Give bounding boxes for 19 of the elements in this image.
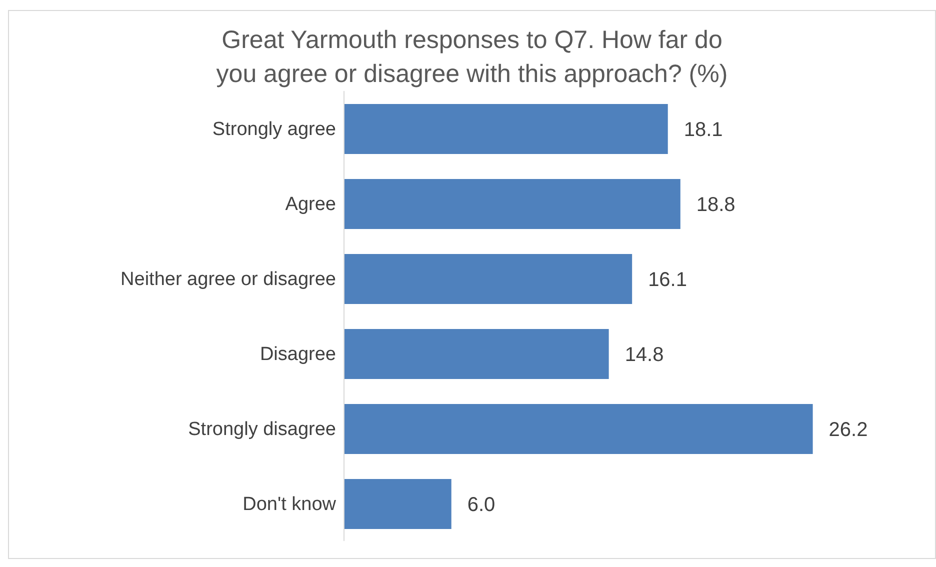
bar xyxy=(344,179,680,229)
y-tick-label: Strongly disagree xyxy=(188,419,336,440)
bar xyxy=(344,104,668,154)
bar xyxy=(344,479,452,529)
y-tick-label: Neither agree or disagree xyxy=(120,269,336,290)
bar xyxy=(344,329,609,379)
data-label: 6.0 xyxy=(467,494,496,516)
y-tick-label: Don't know xyxy=(242,494,336,516)
data-label: 18.8 xyxy=(696,194,736,216)
bar xyxy=(344,254,632,304)
data-label: 26.2 xyxy=(828,419,868,442)
y-tick-label: Disagree xyxy=(260,344,336,366)
data-label: 18.1 xyxy=(684,119,723,142)
chart-title: Great Yarmouth responses to Q7. How far do you agree or disagree with this approach? (%) xyxy=(215,25,729,90)
data-label: 14.8 xyxy=(624,344,664,366)
y-tick-label: Strongly agree xyxy=(212,119,336,140)
bar xyxy=(344,404,813,454)
y-tick-label: Agree xyxy=(285,194,336,216)
data-label: 16.1 xyxy=(648,269,688,292)
